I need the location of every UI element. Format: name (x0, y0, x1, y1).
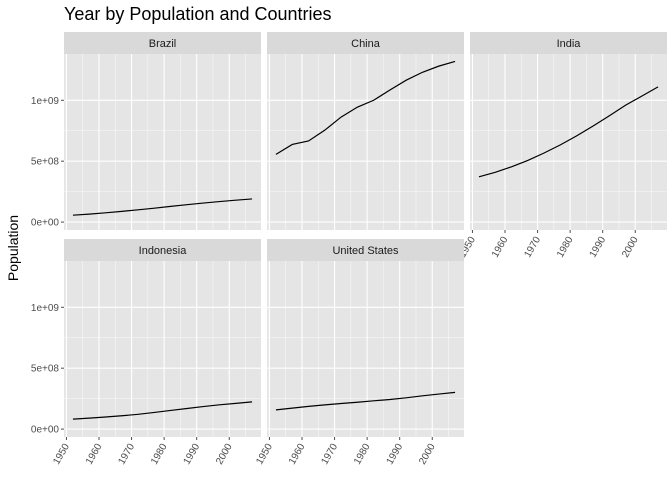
strip-label-indonesia: Indonesia (139, 245, 188, 257)
y-tick-label: 5e+08 (31, 364, 60, 375)
panel-bg-brazil (64, 54, 261, 230)
strip-label-india: India (557, 38, 582, 50)
chart-title: Year by Population and Countries (64, 4, 332, 24)
strip-brazil (64, 32, 261, 54)
y-tick-label: 0e+00 (31, 218, 60, 229)
panel-bg-united-states (267, 261, 464, 437)
strip-label-brazil: Brazil (149, 38, 177, 50)
panel-brazil: Brazil 0e+00 5e+08 1e+09 (31, 32, 261, 230)
series-line-indonesia (72, 401, 253, 420)
strip-united-states (267, 239, 464, 261)
y-tick-label: 1e+09 (31, 303, 60, 314)
series-line-brazil (72, 198, 253, 216)
panel-bg-indonesia (64, 261, 261, 437)
series-line-united-states (275, 391, 456, 411)
strip-indonesia (64, 239, 261, 261)
series-line-china (275, 60, 456, 155)
y-tick-label: 5e+08 (31, 157, 60, 168)
strip-label-china: China (351, 38, 381, 50)
panel-bg-india (470, 54, 667, 230)
y-tick-label: 1e+09 (31, 96, 60, 107)
y-tick-label: 0e+00 (31, 425, 60, 436)
y-axis-title: Population (5, 215, 21, 281)
panel-china: China (267, 32, 464, 230)
panel-bg-china (267, 54, 464, 230)
strip-china (267, 32, 464, 54)
strip-label-united-states: United States (332, 245, 399, 257)
strip-india (470, 32, 667, 54)
series-line-india (478, 86, 659, 178)
